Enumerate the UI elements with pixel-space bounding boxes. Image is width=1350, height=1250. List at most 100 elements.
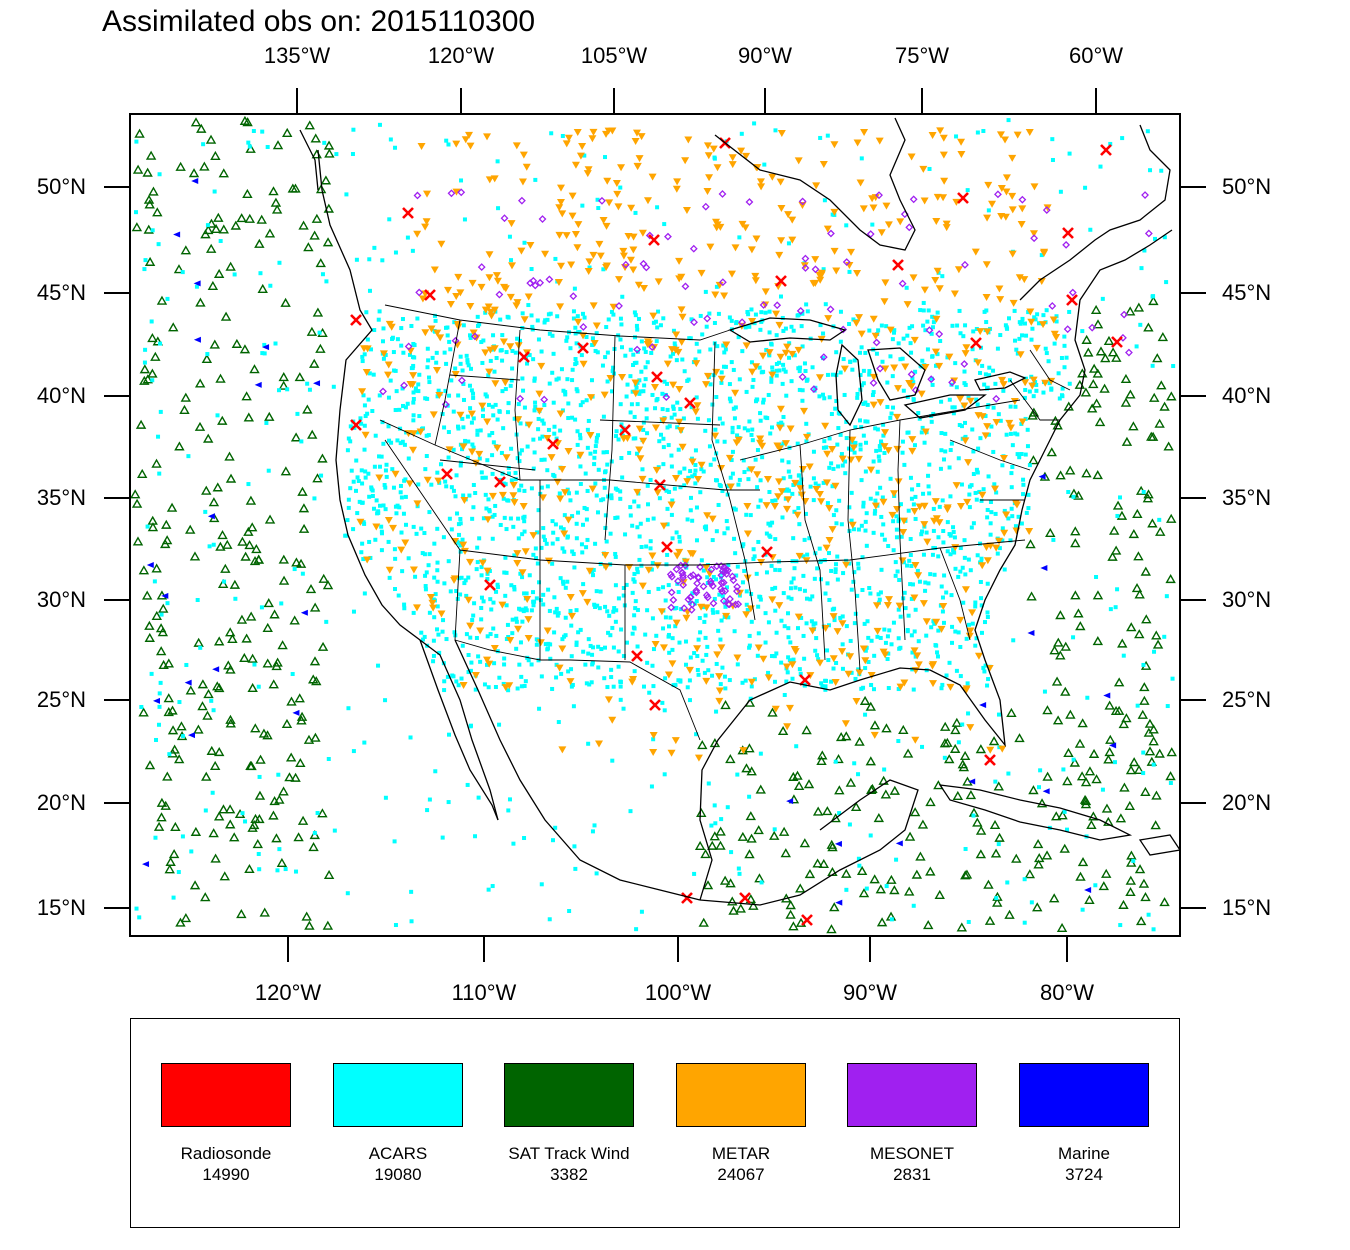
- obs-marker-down-triangle: [859, 645, 868, 653]
- obs-marker-down-triangle: [875, 137, 884, 145]
- obs-marker-square-dot: [595, 603, 600, 608]
- obs-marker-down-triangle: [786, 425, 795, 433]
- obs-marker-square-dot: [883, 640, 888, 645]
- obs-marker-square-dot: [688, 655, 693, 660]
- legend-swatch: [333, 1063, 463, 1127]
- obs-marker-square-dot: [1051, 537, 1056, 542]
- obs-marker-down-triangle: [562, 140, 571, 148]
- obs-marker-square-dot: [500, 471, 505, 476]
- obs-marker-down-triangle: [537, 362, 546, 370]
- obs-marker-down-triangle: [513, 560, 522, 568]
- obs-marker-square-dot: [456, 424, 461, 429]
- right-lat-label: 20°N: [1222, 790, 1272, 815]
- obs-marker-square-dot: [906, 508, 911, 513]
- obs-marker-square-dot: [921, 552, 926, 557]
- obs-marker-square-dot: [823, 591, 828, 596]
- obs-marker-square-dot: [1054, 314, 1059, 319]
- obs-marker-down-triangle: [485, 176, 494, 184]
- obs-marker-square-dot: [413, 388, 418, 393]
- obs-marker-square-dot: [823, 684, 828, 689]
- bottom-lon-label: 120°W: [254, 980, 322, 1005]
- obs-marker-square-dot: [706, 781, 711, 786]
- obs-marker-square-dot: [499, 450, 504, 455]
- obs-marker-down-triangle: [821, 624, 830, 632]
- obs-marker-diamond: [681, 282, 690, 291]
- obs-marker-down-triangle: [957, 150, 966, 158]
- obs-marker-square-dot: [623, 353, 628, 358]
- obs-marker-square-dot: [665, 522, 670, 527]
- obs-marker-square-dot: [667, 650, 672, 655]
- obs-marker-open-triangle: [753, 825, 764, 835]
- obs-marker-square-dot: [670, 351, 675, 356]
- obs-marker-square-dot: [834, 350, 839, 355]
- obs-marker-down-triangle: [604, 696, 613, 704]
- obs-marker-square-dot: [446, 430, 451, 435]
- obs-marker-square-dot: [926, 473, 931, 478]
- obs-marker-down-triangle: [558, 465, 567, 473]
- obs-marker-square-dot: [406, 456, 411, 461]
- obs-marker-open-triangle: [1050, 415, 1061, 425]
- obs-marker-square-dot: [947, 465, 952, 470]
- obs-marker-square-dot: [797, 369, 802, 374]
- obs-marker-open-triangle: [225, 819, 236, 829]
- obs-marker-square-dot: [660, 700, 665, 705]
- obs-marker-square-dot: [723, 604, 728, 609]
- obs-marker-square-dot: [909, 563, 914, 568]
- obs-marker-square-dot: [605, 379, 610, 384]
- obs-marker-open-triangle: [145, 150, 157, 160]
- obs-marker-square-dot: [672, 412, 677, 417]
- obs-marker-square-dot: [634, 385, 639, 390]
- obs-marker-square-dot: [628, 347, 633, 352]
- obs-marker-square-dot: [817, 546, 822, 551]
- obs-marker-square-dot: [215, 413, 220, 418]
- obs-marker-square-dot: [1004, 432, 1009, 437]
- obs-marker-down-triangle: [509, 481, 518, 489]
- obs-marker-square-dot: [963, 323, 968, 328]
- obs-marker-diamond: [1062, 240, 1071, 249]
- obs-marker-square-dot: [648, 546, 653, 551]
- obs-marker-square-dot: [246, 482, 251, 487]
- obs-marker-square-dot: [584, 335, 589, 340]
- obs-marker-square-dot: [672, 341, 677, 346]
- obs-marker-open-triangle: [147, 333, 158, 343]
- obs-marker-square-dot: [424, 433, 429, 438]
- obs-marker-square-dot: [881, 522, 886, 527]
- obs-marker-down-triangle: [1012, 527, 1021, 535]
- obs-marker-open-triangle: [295, 757, 306, 768]
- obs-marker-square-dot: [813, 648, 818, 653]
- obs-marker-square-dot: [636, 504, 641, 509]
- obs-marker-square-dot: [726, 615, 731, 620]
- obs-marker-down-triangle: [871, 502, 880, 510]
- legend-item: METAR 24067: [676, 1019, 806, 1219]
- obs-marker-down-triangle: [619, 252, 628, 260]
- obs-marker-down-triangle: [728, 154, 737, 162]
- obs-marker-square-dot: [632, 414, 637, 419]
- obs-marker-open-triangle: [294, 693, 305, 703]
- obs-marker-square-dot: [1041, 390, 1046, 395]
- obs-marker-square-dot: [998, 418, 1003, 423]
- obs-marker-square-dot: [468, 668, 473, 673]
- obs-marker-open-triangle: [264, 411, 275, 421]
- obs-marker-down-triangle: [974, 412, 983, 420]
- obs-marker-square-dot: [899, 534, 904, 539]
- obs-marker-square-dot: [840, 614, 845, 619]
- obs-marker-square-dot: [455, 596, 460, 601]
- obs-marker-square-dot: [672, 486, 677, 491]
- obs-marker-down-triangle: [815, 374, 824, 382]
- obs-marker-square-dot: [632, 499, 637, 504]
- obs-marker-down-triangle: [747, 246, 756, 254]
- obs-marker-square-dot: [554, 606, 559, 611]
- obs-marker-square-dot: [391, 350, 396, 355]
- obs-marker-square-dot: [770, 586, 775, 591]
- obs-marker-square-dot: [383, 507, 388, 512]
- obs-marker-open-triangle: [237, 536, 248, 546]
- obs-marker-square-dot: [944, 590, 949, 595]
- obs-marker-square-dot: [773, 585, 778, 590]
- obs-marker-diamond: [1042, 206, 1051, 215]
- obs-marker-square-dot: [377, 309, 382, 314]
- obs-marker-square-dot: [735, 433, 740, 438]
- obs-marker-square-dot: [868, 496, 873, 501]
- obs-marker-square-dot: [495, 417, 500, 422]
- obs-marker-down-triangle: [599, 216, 608, 224]
- obs-marker-open-triangle: [1125, 886, 1136, 897]
